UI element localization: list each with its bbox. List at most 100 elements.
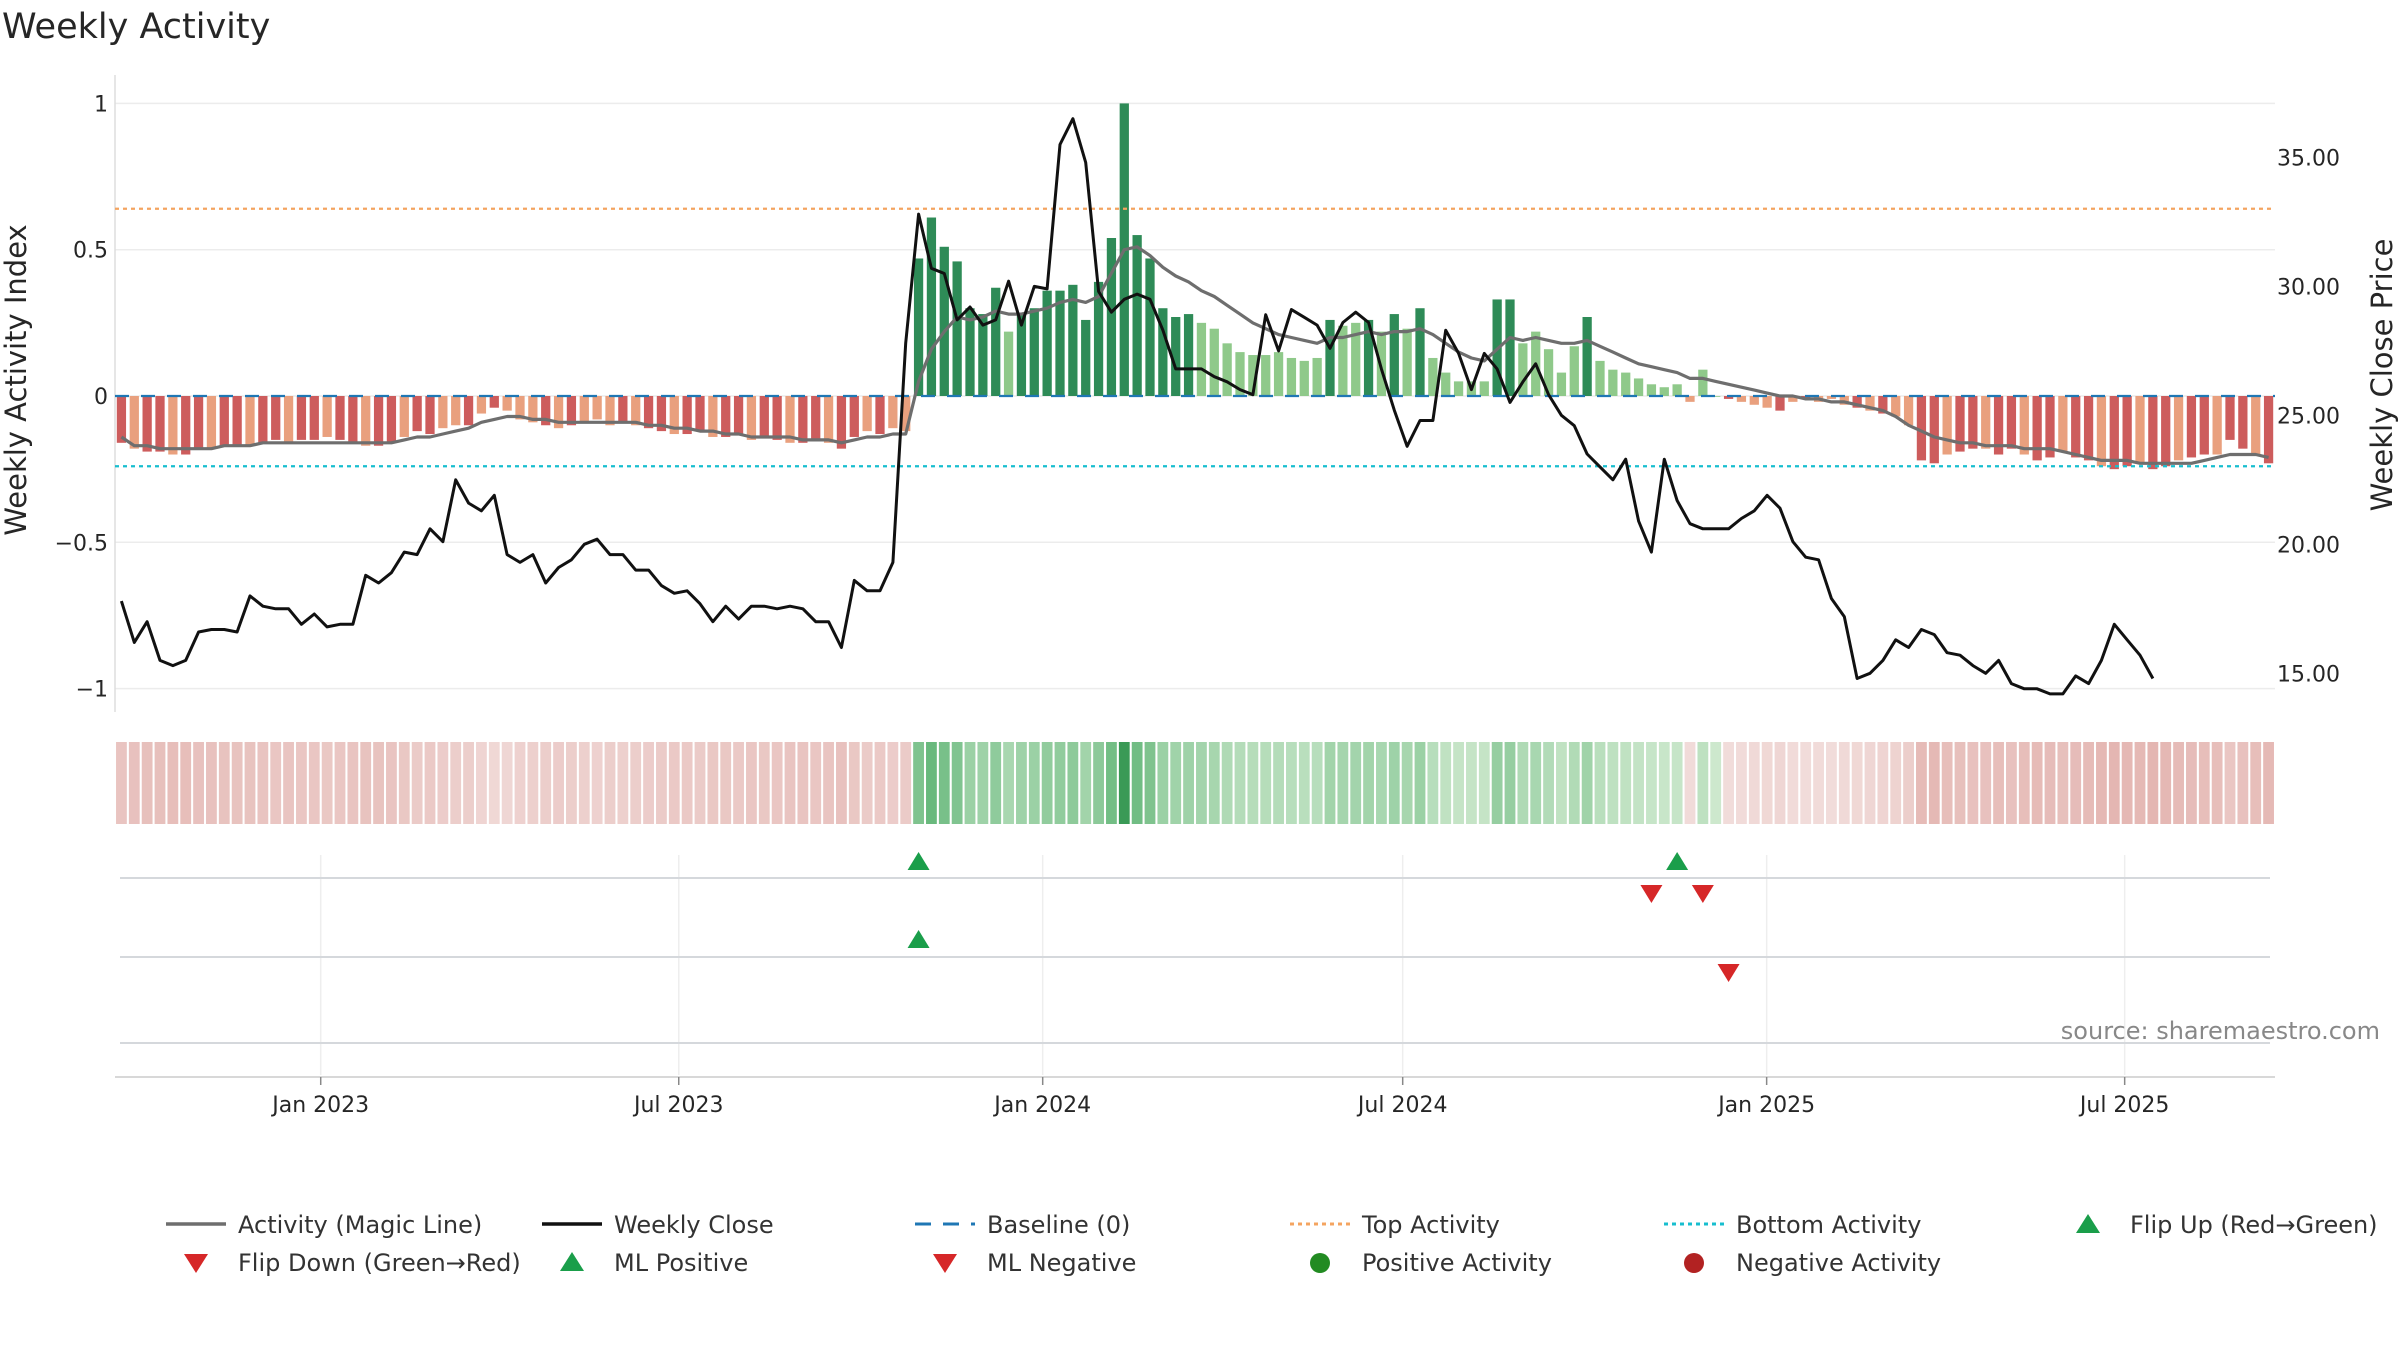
heat-cell	[2250, 742, 2262, 824]
heat-cell	[1787, 742, 1799, 824]
heat-cell	[1556, 742, 1567, 824]
heat-cell	[1941, 742, 1953, 824]
legend-label: Flip Down (Green→Red)	[238, 1249, 521, 1277]
heat-cell	[836, 742, 847, 824]
heat-cell	[784, 742, 796, 824]
main-gridlines	[114, 75, 2275, 712]
x-tick-label: Jan 2023	[270, 1093, 369, 1118]
heat-cell	[1324, 742, 1336, 824]
heat-cell	[2057, 742, 2069, 824]
heat-cell	[1761, 742, 1773, 824]
heat-cell	[283, 742, 294, 824]
activity-bar	[1672, 384, 1682, 396]
heat-cell	[2006, 742, 2017, 824]
activity-bar	[939, 246, 949, 396]
activity-bar	[901, 396, 911, 432]
activity-bar	[618, 396, 628, 423]
heat-cell	[1273, 742, 1284, 824]
activity-bar	[862, 396, 872, 432]
activity-bar	[1711, 396, 1721, 397]
heat-cell	[1543, 742, 1554, 824]
activity-bar	[1595, 360, 1605, 396]
activity-bar	[1608, 369, 1618, 396]
activity-bar	[541, 396, 551, 426]
activity-bar	[142, 396, 152, 452]
activity-bar	[1826, 396, 1837, 399]
activity-bar	[875, 396, 885, 435]
activity-bar	[579, 396, 589, 423]
activity-bar	[1415, 308, 1425, 396]
magic-line	[120, 245, 2269, 465]
activity-bar	[965, 308, 975, 396]
heat-cell	[1800, 742, 1812, 824]
legend-label: Flip Up (Red→Green)	[2130, 1211, 2378, 1239]
heat-cell	[1466, 742, 1477, 824]
activity-bar	[1891, 396, 1901, 417]
y-tick-labels: 1 0.5 0 −0.5 −1 35.00 30.00 25.00 20.00 15.00	[55, 92, 2340, 702]
activity-bar	[2071, 396, 2081, 458]
heat-cell	[1697, 742, 1709, 824]
activity-bar	[1222, 343, 1232, 396]
heat-cell	[321, 742, 333, 824]
heat-cell	[424, 742, 436, 824]
activity-bar	[1685, 396, 1695, 402]
activity-bar	[1788, 396, 1798, 402]
activity-bar	[489, 396, 499, 408]
heat-cell	[1234, 742, 1246, 824]
heat-cell	[2224, 742, 2236, 824]
activity-bar	[823, 396, 834, 443]
heat-cell	[668, 742, 680, 824]
legend-label: Top Activity	[1361, 1211, 1500, 1239]
heat-cell	[2173, 742, 2184, 824]
heat-cell	[1363, 742, 1374, 824]
activity-bar	[1016, 314, 1027, 396]
heat-cell	[2083, 742, 2094, 824]
heat-cell	[1723, 742, 1734, 824]
heat-cell	[1607, 742, 1619, 824]
activity-bar	[2109, 396, 2119, 470]
activity-bar	[438, 396, 448, 429]
heat-cell	[2018, 742, 2030, 824]
heat-cell	[926, 742, 937, 824]
y-right-tick: 20.00	[2277, 533, 2340, 558]
heat-cell	[848, 742, 860, 824]
activity-bar	[412, 396, 422, 432]
y-left-tick: −1	[76, 678, 108, 703]
heat-cell	[1581, 742, 1593, 824]
legend-label: Negative Activity	[1736, 1249, 1941, 1277]
heat-cell	[566, 742, 577, 824]
activity-bar	[1453, 381, 1464, 396]
legend-label: ML Negative	[987, 1249, 1136, 1277]
heat-cell	[591, 742, 603, 824]
legend-swatch-down-triangle	[933, 1254, 957, 1273]
legend-label: Activity (Magic Line)	[238, 1211, 482, 1239]
heat-cell	[2211, 742, 2223, 824]
activity-bar	[193, 396, 204, 449]
heat-cell	[1491, 742, 1503, 824]
activity-bar	[682, 396, 692, 435]
heat-cell	[553, 742, 564, 824]
activity-bar	[1351, 322, 1361, 396]
activity-bar	[1068, 284, 1078, 396]
heat-cell	[128, 742, 140, 824]
legend-swatch-up-triangle	[2076, 1214, 2100, 1233]
activity-bar	[1338, 325, 1348, 396]
heat-cell	[977, 742, 989, 824]
activity-bar	[1273, 352, 1284, 396]
heat-cell	[1980, 742, 1992, 824]
heat-cell	[1453, 742, 1464, 824]
heat-cell	[360, 742, 372, 824]
heat-cell	[900, 742, 912, 824]
activity-bar	[1441, 372, 1451, 396]
activity-bar	[605, 396, 615, 426]
activity-bar	[2263, 396, 2274, 464]
y-right-tick: 25.00	[2277, 404, 2340, 429]
activity-bar	[952, 261, 962, 396]
heat-cell	[1530, 742, 1542, 824]
heat-cell	[656, 742, 667, 824]
activity-bar	[1981, 396, 1991, 449]
heat-cell	[2031, 742, 2043, 824]
activity-bar	[1042, 290, 1052, 396]
heat-cell	[604, 742, 616, 824]
